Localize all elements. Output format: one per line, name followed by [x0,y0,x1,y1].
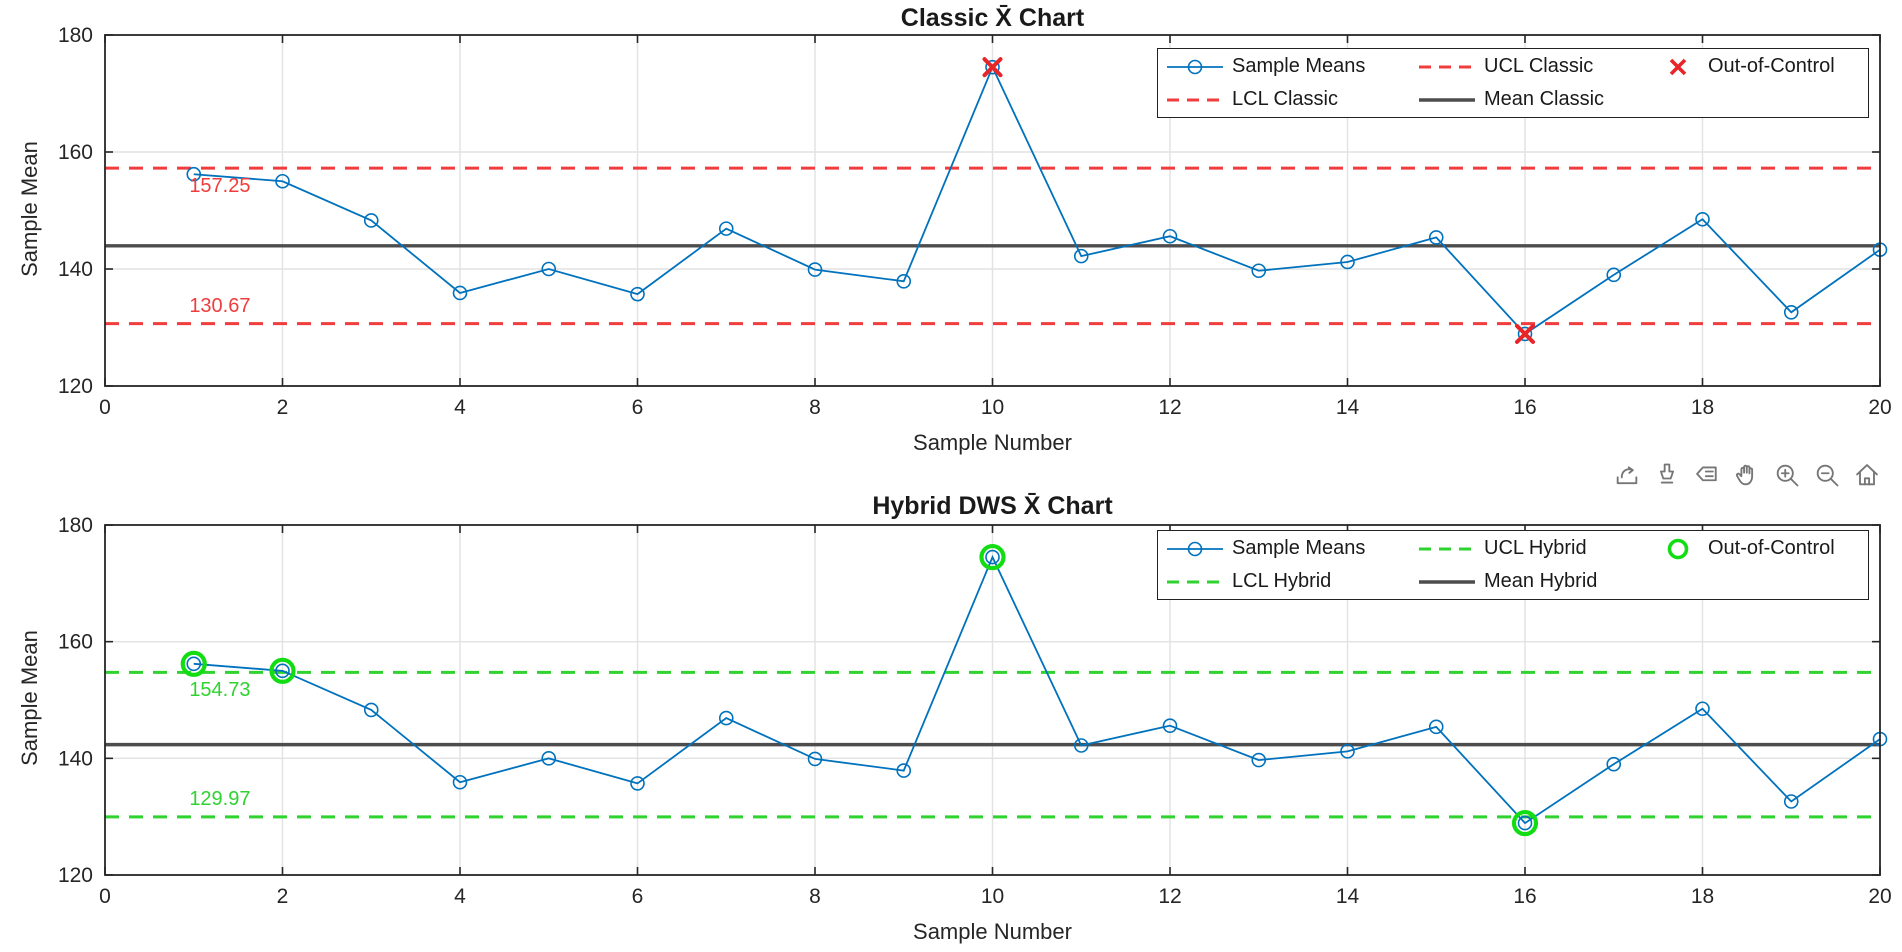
line-circle-swatch-icon [1167,59,1223,74]
legend-item-sample-means: Sample Means [1166,536,1418,562]
gray-line-swatch-icon [1419,97,1475,102]
ucl-annotation: 154.73 [189,679,251,702]
legend-label: Mean Classic [1484,88,1605,110]
svg-text:6: 6 [632,885,644,908]
legend-label: Mean Hybrid [1484,570,1598,592]
svg-text:160: 160 [58,141,93,164]
export-icon[interactable] [1612,460,1642,490]
svg-text:18: 18 [1691,885,1714,908]
classic-chart-panel: Classic X̄ Chart Sample Mean 0 2 4 6 8 10 12 14… [0,0,1902,470]
svg-text:0: 0 [99,396,111,419]
legend-label: Sample Means [1232,537,1366,559]
line-circle-swatch-icon [1167,541,1223,556]
axes-toolbar [1612,460,1882,490]
datatip-icon[interactable] [1692,460,1722,490]
legend-label: LCL Classic [1232,88,1338,110]
legend-item-lcl: LCL Hybrid [1166,569,1418,595]
svg-text:4: 4 [454,396,466,419]
svg-text:140: 140 [58,747,93,770]
legend: Sample Means UCL Hybrid Out-of-Control L… [1157,530,1869,600]
legend-label: UCL Hybrid [1484,537,1587,559]
svg-text:8: 8 [809,396,821,419]
svg-text:14: 14 [1336,885,1360,908]
gray-line-swatch-icon [1419,579,1475,584]
legend-label: Sample Means [1232,55,1366,77]
svg-text:12: 12 [1158,396,1181,419]
svg-text:180: 180 [58,514,93,537]
svg-text:120: 120 [58,375,93,398]
green-circle-marker-icon [1667,538,1689,559]
pan-icon[interactable] [1732,460,1762,490]
svg-text:180: 180 [58,24,93,47]
svg-text:4: 4 [454,885,466,908]
legend: Sample Means UCL Classic Out-of-Control … [1157,48,1869,118]
zoom-in-icon[interactable] [1772,460,1802,490]
red-dashed-swatch-icon [1167,98,1223,101]
svg-text:140: 140 [58,258,93,281]
legend-item-out-of-control: Out-of-Control [1656,54,1861,80]
svg-text:0: 0 [99,885,111,908]
chart-title: Classic X̄ Chart [900,4,1085,32]
x-axis-label: Sample Number [913,430,1072,455]
svg-text:16: 16 [1513,885,1536,908]
green-dashed-swatch-icon [1419,547,1475,550]
zoom-out-icon[interactable] [1812,460,1842,490]
legend-label: LCL Hybrid [1232,570,1332,592]
svg-text:20: 20 [1868,396,1891,419]
legend-item-sample-means: Sample Means [1166,54,1418,80]
svg-text:20: 20 [1868,885,1891,908]
red-x-marker-icon [1669,58,1687,75]
legend-item-mean: Mean Classic [1418,87,1656,113]
red-dashed-swatch-icon [1419,65,1475,68]
legend-item-mean: Mean Hybrid [1418,569,1656,595]
ucl-annotation: 157.25 [189,175,251,198]
green-dashed-swatch-icon [1167,580,1223,583]
brush-icon[interactable] [1652,460,1682,490]
svg-text:16: 16 [1513,396,1536,419]
svg-text:2: 2 [277,885,289,908]
legend-item-lcl: LCL Classic [1166,87,1418,113]
lcl-annotation: 130.67 [189,294,251,317]
legend-item-ucl: UCL Classic [1418,54,1656,80]
x-axis-label: Sample Number [913,919,1072,944]
home-icon[interactable] [1852,460,1882,490]
hybrid-chart-panel: Hybrid DWS X̄ Chart Sample Mean 0 2 4 6 8 10 1… [0,482,1902,952]
svg-text:2: 2 [277,396,289,419]
lcl-annotation: 129.97 [189,787,251,810]
legend-item-out-of-control: Out-of-Control [1656,536,1861,562]
legend-label: UCL Classic [1484,55,1594,77]
svg-text:12: 12 [1158,885,1181,908]
svg-text:160: 160 [58,631,93,654]
svg-text:8: 8 [809,885,821,908]
svg-text:6: 6 [632,396,644,419]
chart-title: Hybrid DWS X̄ Chart [872,492,1113,520]
legend-label: Out-of-Control [1708,537,1835,559]
svg-text:10: 10 [981,396,1004,419]
svg-text:10: 10 [981,885,1004,908]
legend-item-ucl: UCL Hybrid [1418,536,1656,562]
legend-label: Out-of-Control [1708,55,1835,77]
svg-text:14: 14 [1336,396,1360,419]
svg-text:120: 120 [58,864,93,887]
svg-text:18: 18 [1691,396,1714,419]
hybrid-chart-plot-area[interactable]: 0 2 4 6 8 10 12 14 16 18 20 120 140 160 180 [0,482,1902,952]
